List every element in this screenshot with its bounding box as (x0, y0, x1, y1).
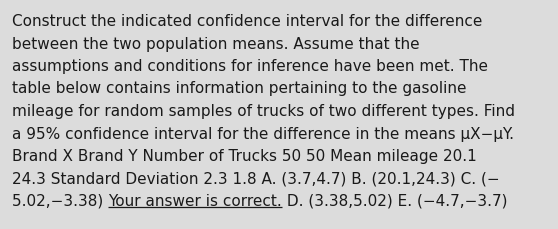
Text: Brand X Brand Y Number of Trucks 50 50 Mean mileage 20.1: Brand X Brand Y Number of Trucks 50 50 M… (12, 148, 477, 163)
Text: 24.3 Standard Deviation 2.3 1.8 A. (3.7,4.7) B. (20.1,24.3) C. (−: 24.3 Standard Deviation 2.3 1.8 A. (3.7,… (12, 171, 499, 186)
Text: Your answer is correct.: Your answer is correct. (108, 193, 282, 208)
Text: a 95% confidence interval for the difference in the means μX−μY.: a 95% confidence interval for the differ… (12, 126, 514, 141)
Text: table below contains information pertaining to the gasoline: table below contains information pertain… (12, 81, 466, 96)
Text: D. (3.38,5.02) E. (−4.7,−3.7): D. (3.38,5.02) E. (−4.7,−3.7) (282, 193, 507, 208)
Text: Construct the indicated confidence interval for the difference: Construct the indicated confidence inter… (12, 14, 482, 29)
Text: between the two population means. Assume that the: between the two population means. Assume… (12, 36, 420, 51)
Text: mileage for random samples of trucks of two different types. Find: mileage for random samples of trucks of … (12, 104, 515, 118)
Text: 5.02,−3.38): 5.02,−3.38) (12, 193, 108, 208)
Text: assumptions and conditions for inference have been met. The: assumptions and conditions for inference… (12, 59, 488, 74)
